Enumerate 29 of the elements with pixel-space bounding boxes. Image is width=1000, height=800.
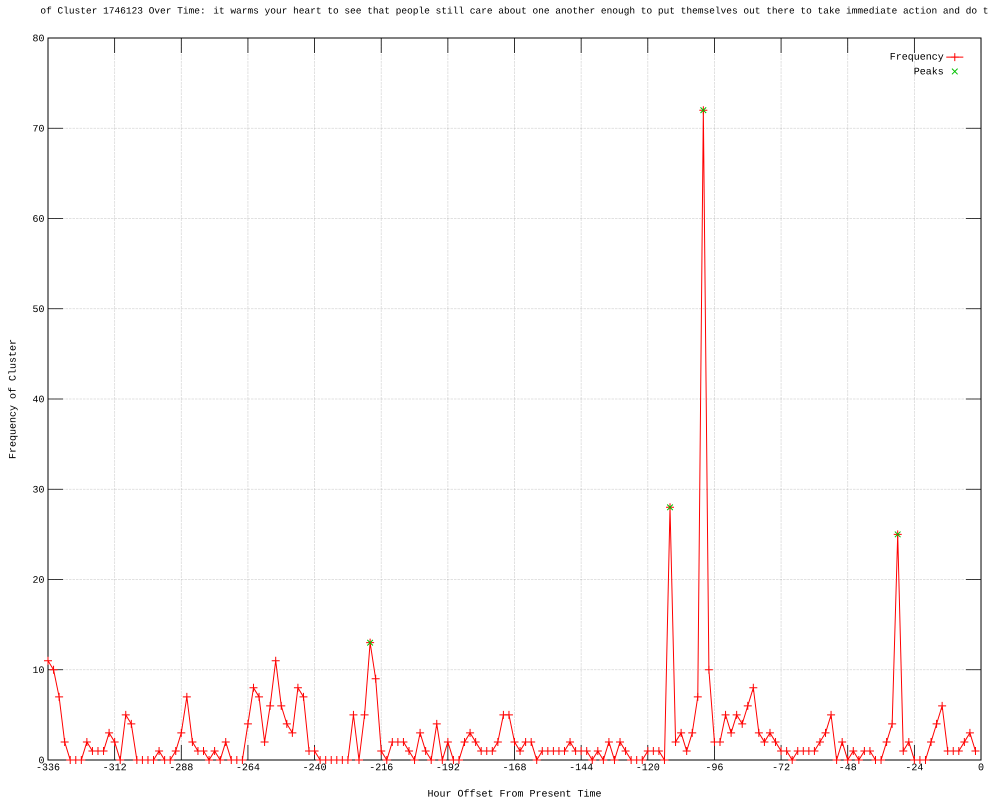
chart-title: of Cluster 1746123 Over Time: it warms your heart to see that people still care about one another enough to put themselves out there to take immediate action and do t: [40, 6, 988, 16]
y-tick-label: 30: [33, 486, 44, 493]
y-axis-title: Frequency of Cluster: [8, 340, 18, 458]
y-tick-label: 70: [33, 124, 44, 132]
y-tick-label: 0: [39, 756, 44, 764]
y-tick-label: 80: [33, 34, 44, 42]
x-tick-label: -264: [238, 764, 260, 770]
x-tick-label: -288: [170, 764, 193, 770]
x-axis-title: Hour Offset From Present Time: [428, 789, 601, 797]
y-tick-label: 10: [33, 666, 44, 674]
x-tick-label: -144: [570, 764, 593, 770]
x-tick-label: -168: [504, 764, 526, 770]
x-tick-label: -24: [907, 764, 923, 770]
x-tick-label: -336: [38, 764, 60, 770]
x-tick-label: 0: [978, 764, 984, 770]
x-tick-label: -216: [370, 764, 393, 770]
legend-label: Frequency: [890, 53, 944, 62]
y-tick-label: 50: [33, 305, 44, 312]
x-tick-label: -240: [304, 764, 326, 770]
legend-label: Peaks: [914, 67, 943, 74]
y-tick-label: 20: [33, 576, 44, 583]
y-tick-label: 40: [32, 396, 44, 402]
x-tick-label: -72: [774, 764, 790, 770]
x-tick-label: -192: [437, 764, 460, 770]
x-tick-label: -120: [637, 764, 660, 770]
x-tick-label: -96: [707, 764, 723, 770]
x-tick-label: -48: [840, 764, 856, 770]
x-tick-label: -312: [104, 764, 126, 770]
y-tick-label: 60: [33, 215, 44, 222]
